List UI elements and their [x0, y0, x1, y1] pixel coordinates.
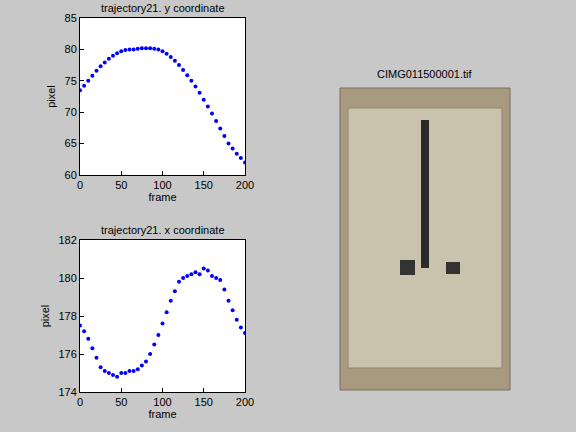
svg-text:pixel: pixel — [45, 85, 57, 108]
svg-text:200: 200 — [236, 179, 254, 191]
svg-text:50: 50 — [115, 396, 127, 408]
svg-text:50: 50 — [115, 179, 127, 191]
svg-text:trajectory21. x coordinate: trajectory21. x coordinate — [101, 224, 225, 236]
svg-text:80: 80 — [65, 43, 77, 55]
svg-text:frame: frame — [148, 191, 176, 203]
svg-text:176: 176 — [58, 348, 76, 360]
svg-text:150: 150 — [195, 396, 213, 408]
svg-text:0: 0 — [77, 179, 83, 191]
svg-text:180: 180 — [58, 272, 76, 284]
svg-text:100: 100 — [153, 179, 171, 191]
svg-text:150: 150 — [195, 179, 213, 191]
svg-text:frame: frame — [148, 408, 176, 420]
svg-text:CIMG011500001.tif: CIMG011500001.tif — [377, 68, 473, 80]
svg-text:174: 174 — [58, 386, 76, 398]
svg-text:100: 100 — [153, 396, 171, 408]
svg-text:85: 85 — [65, 12, 77, 24]
svg-text:60: 60 — [65, 169, 77, 181]
svg-text:75: 75 — [65, 75, 77, 87]
svg-text:trajectory21. y coordinate: trajectory21. y coordinate — [101, 2, 225, 14]
svg-text:200: 200 — [236, 396, 254, 408]
svg-text:65: 65 — [65, 137, 77, 149]
svg-text:70: 70 — [65, 106, 77, 118]
svg-text:178: 178 — [58, 310, 76, 322]
svg-text:182: 182 — [58, 234, 76, 246]
svg-text:0: 0 — [77, 396, 83, 408]
svg-text:pixel: pixel — [39, 305, 51, 328]
